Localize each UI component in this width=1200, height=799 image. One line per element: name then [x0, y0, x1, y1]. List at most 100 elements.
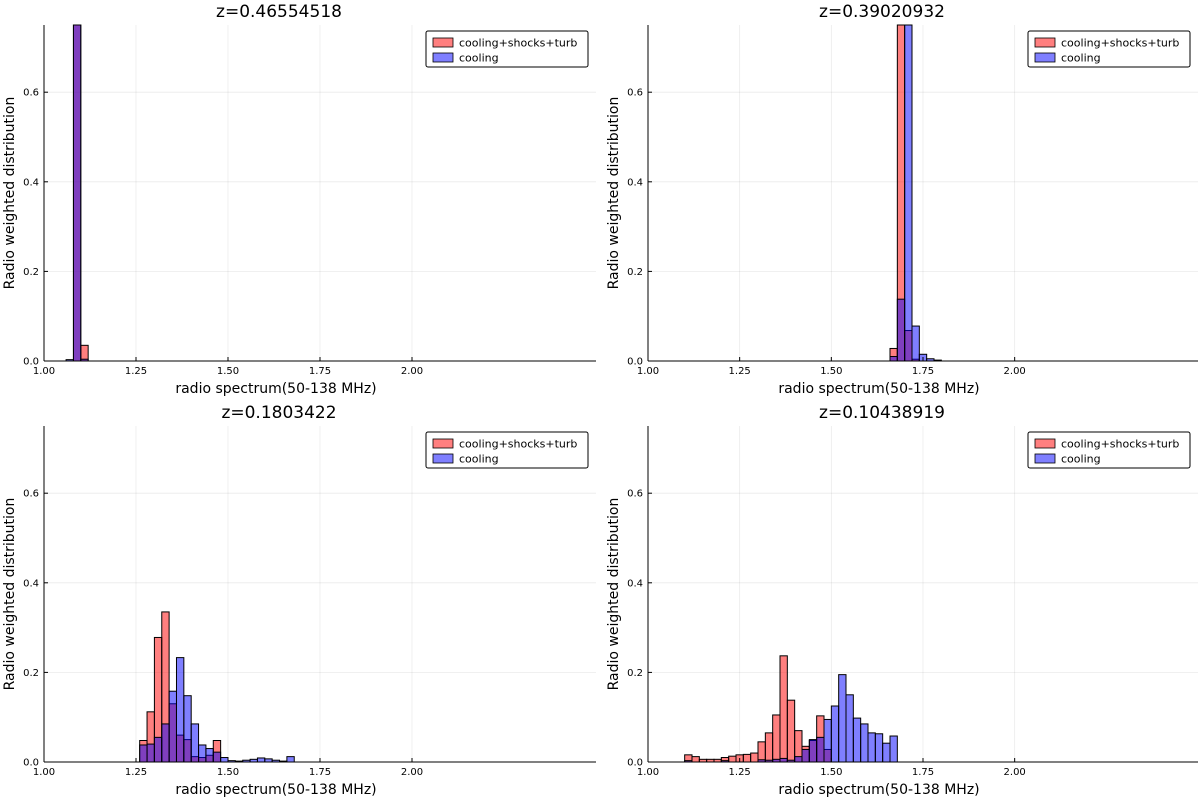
histogram-bar — [80, 344, 89, 362]
y-tick-label: 0.4 — [23, 177, 39, 188]
histogram-bar — [742, 753, 752, 763]
legend-label: cooling — [1061, 453, 1101, 466]
chart-title: z=0.39020932 — [819, 2, 945, 22]
y-tick-label: 0.6 — [23, 489, 39, 500]
legend-swatch — [432, 453, 454, 464]
x-tick-label: 2.00 — [401, 767, 423, 778]
histogram-bar — [175, 657, 185, 763]
x-axis-label: radio spectrum(50-138 MHz) — [778, 782, 979, 798]
y-tick-label: 0.6 — [627, 88, 643, 99]
legend-label: cooling+shocks+turb — [1061, 37, 1179, 50]
legend: cooling+shocks+turb cooling — [425, 30, 589, 68]
x-tick-label: 1.25 — [125, 767, 147, 778]
histogram-bar — [72, 24, 82, 362]
histogram-bar — [286, 756, 295, 763]
histogram-bar — [838, 674, 847, 763]
histogram-bar — [874, 733, 884, 763]
legend-box — [1027, 431, 1191, 469]
y-tick-label: 0.4 — [627, 578, 643, 589]
histogram-bar — [904, 24, 913, 362]
histogram-bar — [889, 735, 898, 763]
histogram-bar — [786, 699, 796, 763]
histogram-bar — [794, 756, 803, 763]
legend-box — [1027, 30, 1191, 68]
x-tick-label: 2.00 — [401, 366, 423, 377]
y-axis-label: Radio weighted distribution — [606, 97, 622, 290]
histogram-bar — [220, 757, 229, 763]
x-axis-label: radio spectrum(50-138 MHz) — [778, 381, 979, 397]
histogram-bar — [830, 705, 840, 763]
chart-panel-2: 1.00 1.25 1.50 1.75 2.00 0.0 0.2 0.4 0.6 z=0.3902… — [606, 2, 1198, 397]
histogram-bar — [823, 718, 832, 763]
histogram-bar — [757, 741, 766, 763]
x-tick-label: 1.75 — [912, 767, 934, 778]
x-tick-label: 1.75 — [912, 366, 934, 377]
x-tick-label: 1.00 — [637, 366, 659, 377]
x-tick-label: 2.00 — [1004, 366, 1026, 377]
histogram-bar — [183, 695, 192, 763]
histogram-bar — [772, 714, 781, 763]
histogram-bar — [198, 744, 207, 763]
legend-label: cooling — [459, 52, 499, 65]
chart-title: z=0.1803422 — [221, 403, 336, 423]
legend-swatch — [1034, 37, 1056, 48]
x-tick-label: 1.50 — [217, 366, 239, 377]
legend-swatch — [432, 52, 454, 63]
histogram-bar — [801, 748, 810, 763]
series-cooling — [65, 24, 89, 362]
histogram-bar — [190, 723, 200, 763]
legend: cooling+shocks+turb cooling — [425, 431, 589, 469]
histogram-bar — [816, 736, 825, 763]
x-axis-label: radio spectrum(50-138 MHz) — [175, 782, 376, 798]
histogram-bar — [852, 717, 862, 763]
histogram-bar — [153, 736, 163, 763]
x-tick-label: 1.50 — [820, 366, 842, 377]
histogram-bar — [139, 744, 148, 763]
histogram-bar — [750, 752, 759, 763]
histogram-bar — [779, 655, 788, 763]
x-tick-label: 1.50 — [217, 767, 239, 778]
legend-swatch — [432, 438, 454, 449]
legend-label: cooling+shocks+turb — [459, 37, 577, 50]
histogram-bar — [860, 723, 869, 763]
histogram-bar — [779, 757, 788, 763]
legend-swatch — [432, 37, 454, 48]
histogram-bar — [256, 757, 266, 763]
histogram-bar — [212, 751, 222, 763]
histogram-bar — [205, 748, 214, 763]
x-tick-label: 1.25 — [729, 767, 751, 778]
histogram-bar — [882, 742, 891, 763]
chart-panel-1: 1.00 1.25 1.50 1.75 2.00 0.0 0.2 0.4 0.6 z=0.4655… — [2, 2, 596, 397]
y-tick-label: 0.2 — [23, 668, 39, 679]
y-tick-label: 0.0 — [23, 758, 39, 769]
y-tick-label: 0.6 — [627, 489, 643, 500]
histogram-bar — [889, 356, 898, 362]
histogram-bar — [845, 694, 854, 763]
histogram-bar — [146, 743, 155, 763]
x-tick-label: 1.00 — [637, 767, 659, 778]
histogram-bar — [728, 755, 737, 763]
x-tick-label: 2.00 — [1004, 767, 1026, 778]
x-tick-label: 1.25 — [729, 366, 751, 377]
chart-panel-3: 1.00 1.25 1.50 1.75 2.00 0.0 0.2 0.4 0.6 z=0.1803… — [2, 403, 596, 798]
legend-label: cooling — [1061, 52, 1101, 65]
legend: cooling+shocks+turb cooling — [1027, 30, 1191, 68]
legend-label: cooling — [459, 453, 499, 466]
y-tick-label: 0.2 — [627, 267, 643, 278]
y-tick-label: 0.2 — [23, 267, 39, 278]
y-tick-label: 0.2 — [627, 668, 643, 679]
x-tick-label: 1.00 — [33, 767, 55, 778]
legend-swatch — [1034, 438, 1056, 449]
histogram-bar — [691, 756, 700, 763]
x-tick-label: 1.75 — [309, 767, 331, 778]
legend-swatch — [1034, 52, 1056, 63]
legend-box — [425, 30, 589, 68]
y-axis-label: Radio weighted distribution — [2, 97, 18, 290]
legend: cooling+shocks+turb cooling — [1027, 431, 1191, 469]
x-tick-label: 1.50 — [820, 767, 842, 778]
legend-box — [425, 431, 589, 469]
y-axis-label: Radio weighted distribution — [2, 498, 18, 691]
histogram-bar — [764, 732, 774, 763]
histogram-bar — [911, 325, 920, 362]
